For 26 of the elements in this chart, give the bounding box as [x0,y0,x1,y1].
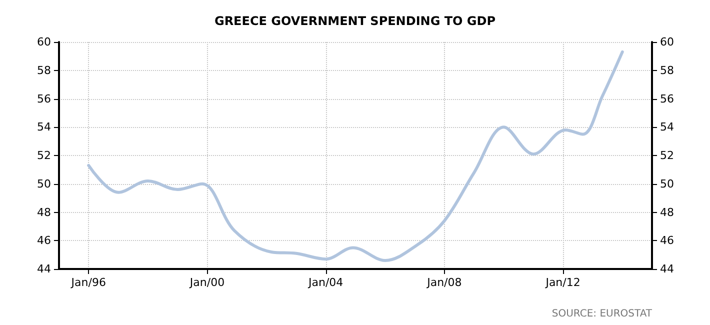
y2-tick-label: 58 [660,64,674,77]
x-tick-label: Jan/08 [426,276,462,289]
y2-tick-label: 60 [660,36,674,48]
y2-tick-label: 56 [660,92,674,106]
source-note: SOURCE: EUROSTAT [552,308,653,320]
y-tick-label: 44 [37,262,51,276]
y2-tick-label: 44 [660,262,674,276]
y-tick-label: 46 [37,234,51,248]
y-tick-label: 58 [37,64,51,77]
x-tick-label: Jan/00 [188,276,225,289]
y-tick-label: 56 [37,92,51,106]
x-tick-label: Jan/96 [70,276,106,289]
y-tick-label: 50 [37,177,51,190]
x-tick-label: Jan/12 [544,276,580,289]
y-tick-label: 60 [37,36,51,48]
y2-tick-label: 52 [660,149,674,162]
y2-tick-label: 48 [660,206,674,219]
y-tick-label: 54 [37,120,51,134]
x-tick-label: Jan/04 [307,276,344,289]
y2-tick-label: 54 [660,120,674,134]
line-series [87,50,624,262]
y-tick-label: 52 [37,149,51,162]
chart-title: GREECE GOVERNMENT SPENDING TO GDP [214,14,496,28]
y-tick-label: 48 [37,206,51,219]
y2-tick-label: 46 [660,234,674,248]
y2-tick-label: 50 [660,177,674,190]
